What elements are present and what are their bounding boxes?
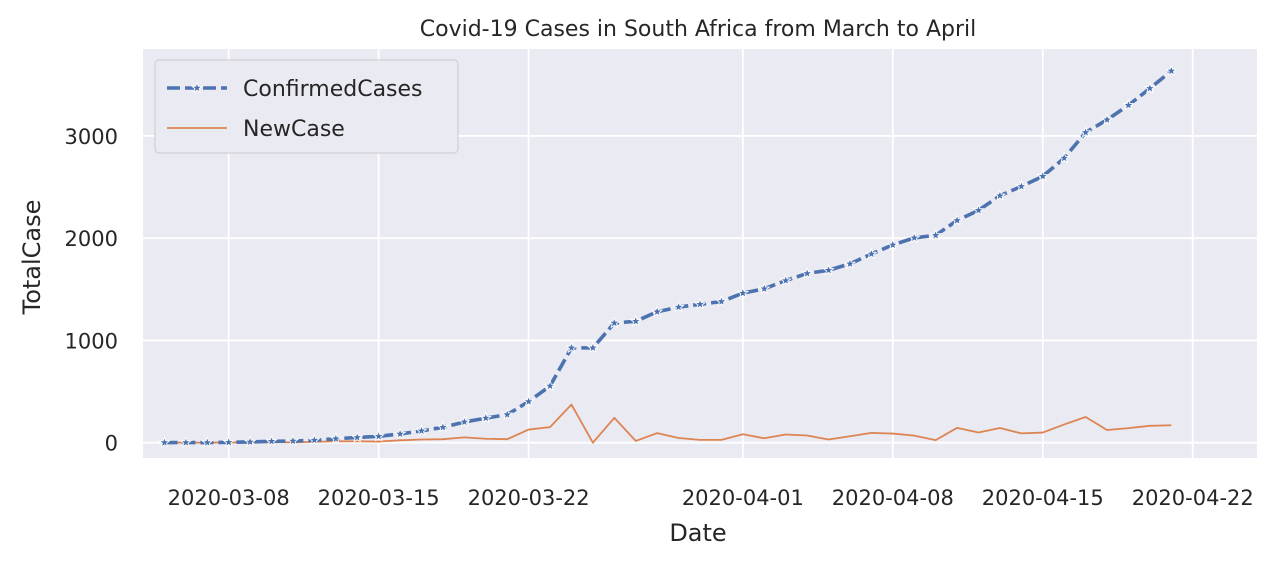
- y-tick-label: 1000: [65, 329, 118, 353]
- confirmed-marker: [800, 266, 814, 279]
- confirmed-marker: [1100, 113, 1114, 125]
- confirmed-marker: [629, 314, 642, 327]
- chart-title: Covid-19 Cases in South Africa from Marc…: [420, 17, 976, 42]
- confirmed-marker: [736, 286, 749, 299]
- confirmed-marker: [458, 415, 471, 428]
- y-tick-label: 0: [105, 432, 118, 456]
- new-case-line: [164, 403, 1172, 444]
- x-axis-label: Date: [669, 519, 726, 547]
- confirmed-marker: [1079, 125, 1092, 138]
- confirmed-marker: [758, 282, 771, 295]
- confirmed-marker: [565, 341, 578, 354]
- confirmed-marker: [522, 395, 535, 407]
- y-tick-label: 3000: [65, 125, 118, 149]
- confirmed-marker: [950, 213, 964, 226]
- y-axis-label: TotalCase: [18, 200, 46, 316]
- legend-star-icon: [190, 81, 204, 94]
- x-tick-label: 2020-03-22: [468, 486, 590, 510]
- confirmed-marker: [972, 203, 985, 216]
- confirmed-marker: [179, 436, 192, 448]
- confirmed-markers: [158, 64, 1178, 448]
- legend-box: [154, 59, 459, 154]
- x-tick-label: 2020-04-01: [682, 486, 804, 510]
- confirmed-marker: [715, 295, 728, 307]
- confirmed-marker: [908, 231, 921, 244]
- x-tick-label: 2020-03-15: [318, 486, 440, 510]
- confirmed-marker: [1015, 179, 1028, 192]
- confirmed-marker: [393, 427, 407, 440]
- x-tick-label: 2020-04-08: [832, 486, 954, 510]
- y-tick-labels: 0 1000 2000 3000: [65, 125, 118, 456]
- confirmed-marker: [1143, 81, 1157, 94]
- confirmed-marker: [329, 432, 342, 445]
- confirmed-marker: [672, 300, 685, 313]
- confirmed-marker: [501, 408, 514, 420]
- legend-label: NewCase: [243, 117, 345, 142]
- x-tick-label: 2020-04-22: [1132, 486, 1254, 510]
- confirmed-marker: [243, 435, 257, 448]
- confirmed-marker: [158, 436, 171, 448]
- confirmed-marker: [436, 420, 450, 433]
- confirmed-marker: [372, 429, 385, 442]
- legend-label: ConfirmedCases: [243, 77, 423, 102]
- confirmed-marker: [308, 433, 321, 446]
- confirmed-marker: [586, 341, 600, 354]
- confirmed-marker: [865, 247, 878, 260]
- confirmed-marker: [651, 305, 664, 318]
- confirmed-marker: [201, 436, 214, 448]
- confirmed-marker: [479, 411, 492, 424]
- confirmed-marker: [929, 228, 942, 241]
- confirmed-marker: [415, 424, 428, 437]
- confirmed-marker: [543, 379, 557, 392]
- confirmed-marker: [822, 263, 835, 276]
- x-tick-label: 2020-04-15: [982, 486, 1104, 510]
- confirmed-marker: [993, 189, 1007, 201]
- confirmed-marker: [886, 238, 899, 251]
- confirmed-marker: [1058, 151, 1071, 164]
- legend: ConfirmedCases NewCase: [154, 59, 459, 154]
- confirmed-marker: [843, 257, 857, 270]
- confirmed-marker: [222, 435, 235, 448]
- y-tick-label: 2000: [65, 227, 118, 251]
- x-tick-label: 2020-03-08: [168, 486, 290, 510]
- confirmed-marker: [1165, 64, 1178, 77]
- confirmed-marker: [608, 316, 621, 329]
- confirmed-marker: [1122, 98, 1135, 111]
- confirmed-marker: [693, 297, 707, 310]
- confirmed-marker: [351, 430, 364, 443]
- confirmed-marker: [265, 434, 278, 447]
- confirmed-marker: [286, 434, 300, 447]
- x-tick-labels: 2020-03-08 2020-03-15 2020-03-22 2020-04-01…: [168, 486, 1254, 510]
- confirmed-marker: [779, 274, 792, 286]
- confirmed-marker: [1036, 169, 1049, 182]
